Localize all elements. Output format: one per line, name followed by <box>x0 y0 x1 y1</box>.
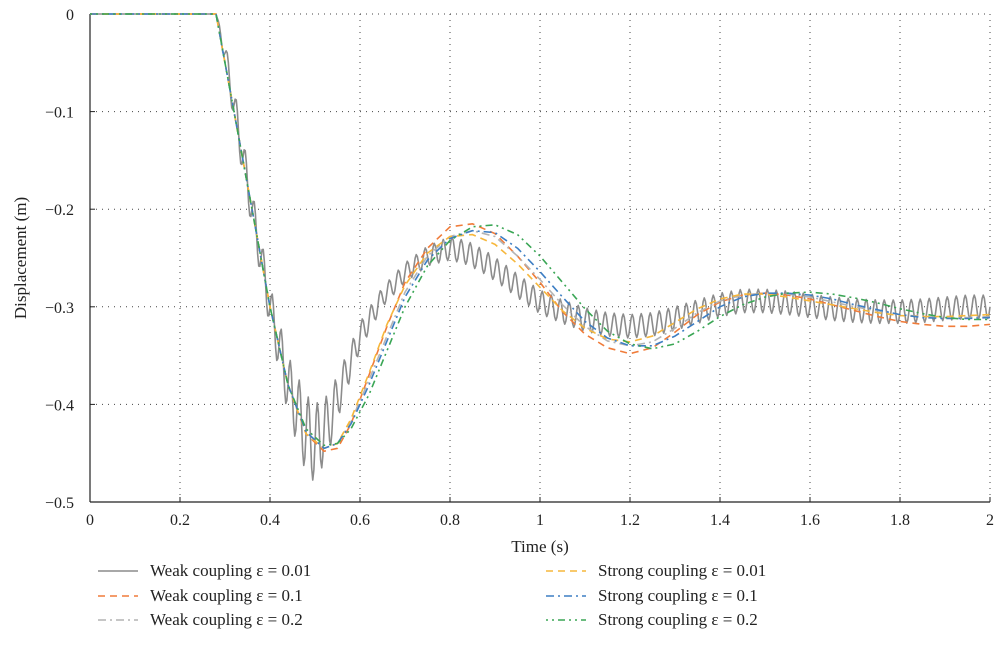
y-tick-label: −0.2 <box>45 202 74 219</box>
y-tick-label: −0.1 <box>45 105 74 122</box>
series-layer <box>90 13 991 481</box>
legend-label: Weak coupling ε = 0.2 <box>150 610 303 629</box>
y-tick-label: −0.5 <box>45 495 74 512</box>
y-axis-title: Displacement (m) <box>11 197 30 319</box>
series-line-1 <box>90 13 991 481</box>
legend-label: Strong coupling ε = 0.1 <box>598 586 758 605</box>
x-tick-label: 2 <box>986 512 994 529</box>
legend-label: Weak coupling ε = 0.01 <box>150 561 311 580</box>
x-tick-label: 0.8 <box>440 512 460 529</box>
legend-label: Strong coupling ε = 0.01 <box>598 561 766 580</box>
x-tick-label: 1.6 <box>800 512 820 529</box>
series-line-3 <box>90 13 991 450</box>
x-tick-label: 0 <box>86 512 94 529</box>
legend-item-5: Strong coupling ε = 0.1 <box>546 586 758 605</box>
legend-item-6: Strong coupling ε = 0.2 <box>546 610 758 629</box>
x-tick-label: 1.2 <box>620 512 640 529</box>
legend: Weak coupling ε = 0.01 Weak coupling ε = … <box>98 561 766 629</box>
grid-lines <box>90 13 991 502</box>
y-tick-label: −0.3 <box>45 300 74 317</box>
legend-item-2: Weak coupling ε = 0.1 <box>98 586 303 605</box>
y-tick-label: 0 <box>66 7 74 24</box>
x-tick-label: 1 <box>536 512 544 529</box>
x-tick-label: 0.4 <box>260 512 280 529</box>
x-tick-label: 1.8 <box>890 512 910 529</box>
legend-item-4: Strong coupling ε = 0.01 <box>546 561 766 580</box>
series-line-6 <box>90 13 990 447</box>
series-line-2 <box>90 13 991 453</box>
tick-labels: 0 0.2 0.4 0.6 0.8 1 1.2 1.4 1.6 1.8 2 0 −0.1 −0.2 −0.3… <box>45 7 994 529</box>
x-tick-label: 0.6 <box>350 512 370 529</box>
axes <box>89 13 991 503</box>
x-axis-title: Time (s) <box>511 537 568 556</box>
y-tick-label: −0.4 <box>45 397 74 414</box>
legend-label: Strong coupling ε = 0.2 <box>598 610 758 629</box>
legend-item-1: Weak coupling ε = 0.01 <box>98 561 311 580</box>
series-line-4 <box>90 13 991 450</box>
legend-label: Weak coupling ε = 0.1 <box>150 586 303 605</box>
x-tick-label: 0.2 <box>170 512 190 529</box>
legend-item-3: Weak coupling ε = 0.2 <box>98 610 303 629</box>
series-line-5 <box>90 13 991 450</box>
x-tick-label: 1.4 <box>710 512 730 529</box>
